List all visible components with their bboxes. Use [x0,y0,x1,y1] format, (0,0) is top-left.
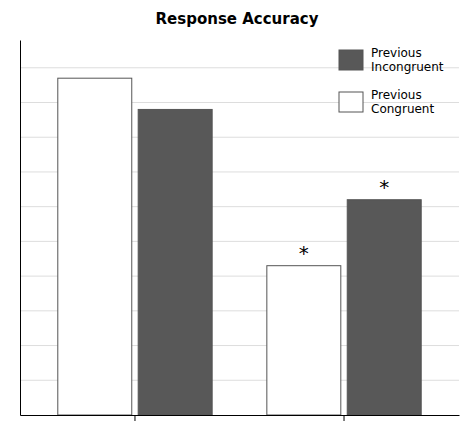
chart: Response Accuracy**PreviousIncongruentPr… [0,0,474,440]
y-axis-line [20,41,21,416]
x-tick-mark [134,415,135,421]
legend-entry: PreviousCongruent [339,88,434,116]
annotation: * [299,241,309,265]
legend: PreviousIncongruent PreviousCongruent [339,46,444,116]
x-axis-line [21,415,460,416]
bar [347,200,421,415]
annotation: * [379,175,389,199]
bar [267,266,341,415]
x-tick-mark [344,415,345,421]
plot: * * PreviousIncongruent PreviousCongruent [20,41,460,422]
bars [58,78,421,415]
x-tick [344,415,345,421]
bar [138,109,212,415]
title: Response Accuracy [156,10,319,28]
legend-label: PreviousIncongruent [371,46,444,74]
legend-entry: PreviousIncongruent [339,46,444,74]
legend-label: PreviousCongruent [371,88,434,116]
y-axis [20,41,21,416]
legend-swatch [339,92,363,112]
x-axis [21,415,460,421]
legend-swatch [339,50,363,70]
bar [58,78,132,415]
x-tick [134,415,135,421]
